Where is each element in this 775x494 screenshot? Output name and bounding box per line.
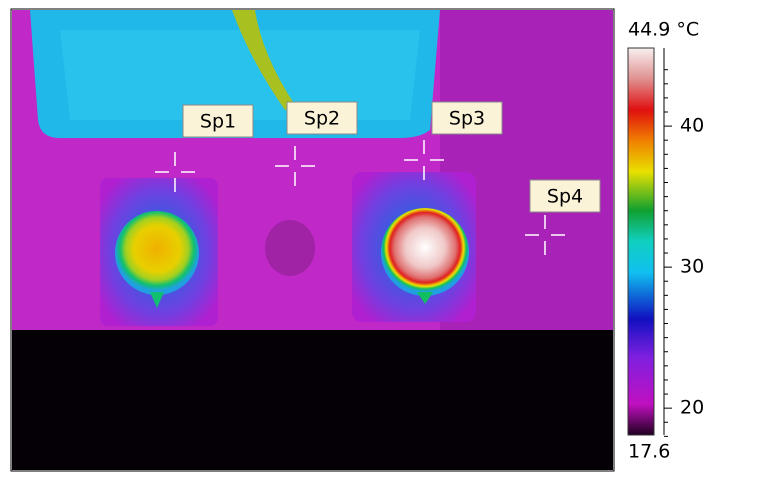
- scale-max-label: 44.9 °C: [628, 19, 699, 41]
- scale-tick-label: 20: [680, 397, 704, 419]
- thermal-image: [12, 10, 613, 470]
- spot-label: Sp1: [200, 111, 236, 133]
- spot-label: Sp4: [547, 186, 583, 208]
- color-scale: [628, 48, 654, 435]
- scale-tick-label: 30: [680, 256, 704, 278]
- scale-min-label: 17.6: [628, 441, 670, 463]
- spot-label: Sp3: [449, 108, 485, 130]
- thermal-screenshot: Sp1 Sp2 Sp3 Sp4 44.9 °C 17.6 20 30 40: [0, 0, 775, 494]
- spot-label: Sp2: [304, 108, 340, 130]
- scale-tick-label: 40: [680, 115, 704, 137]
